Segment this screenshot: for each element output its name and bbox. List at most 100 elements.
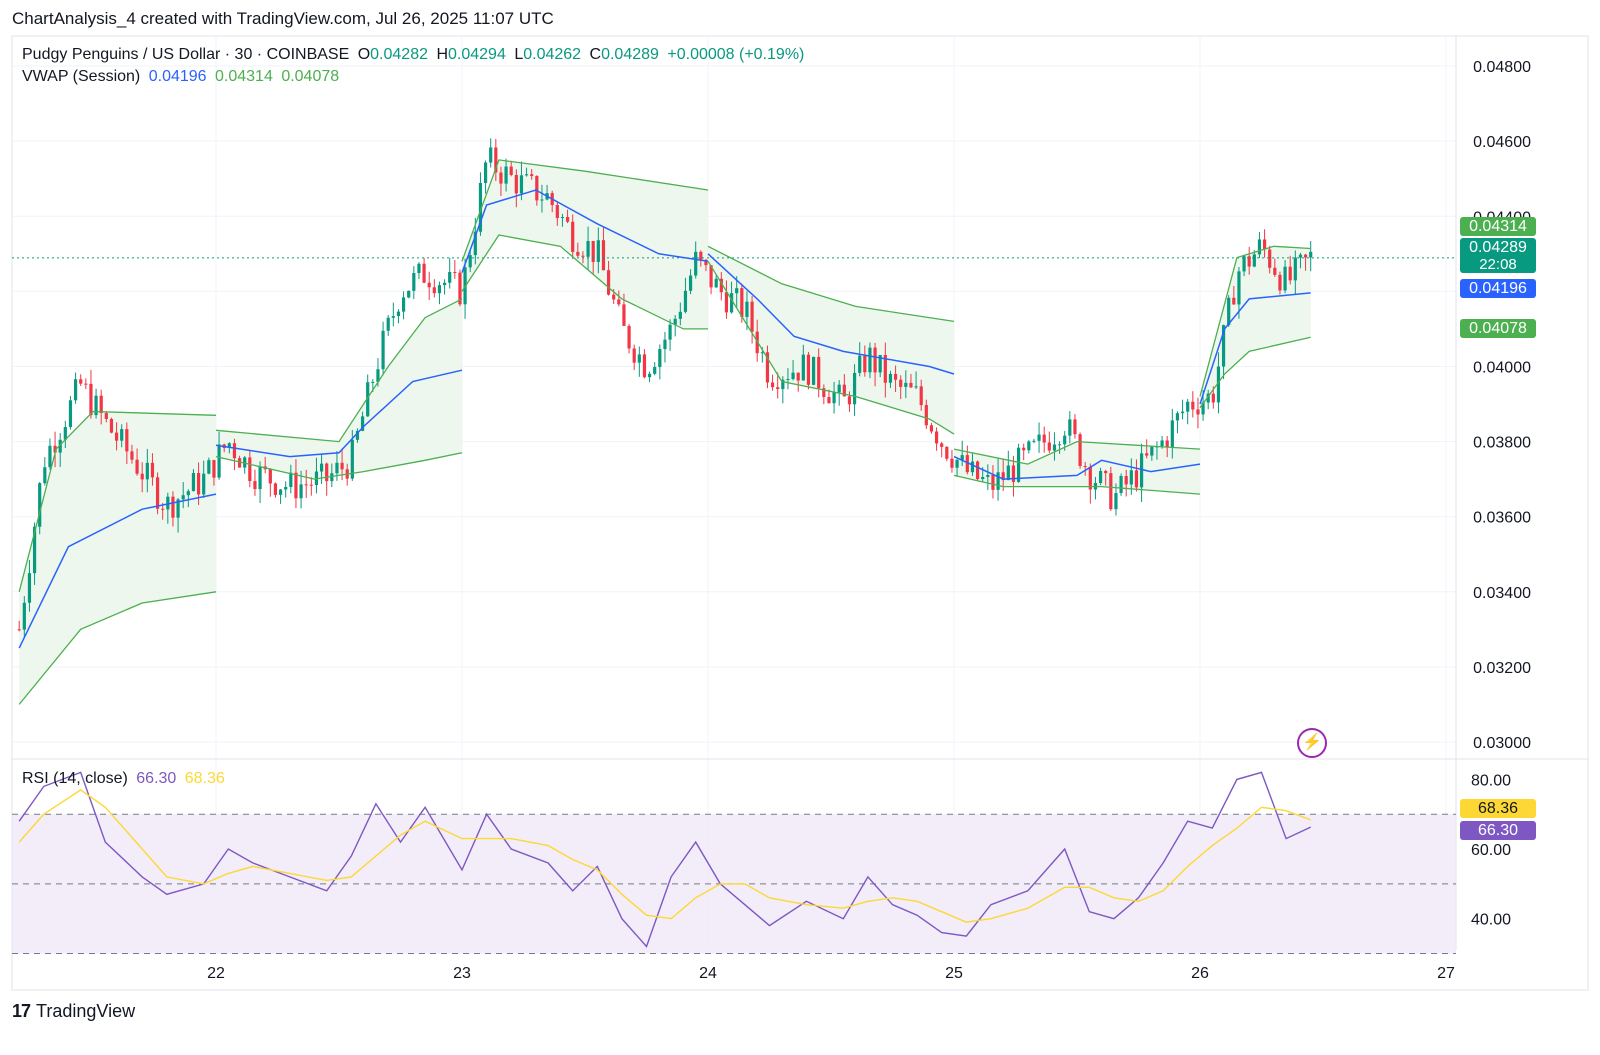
vwap-band-fill: [216, 298, 462, 480]
candle-body: [1201, 402, 1205, 415]
candle-body: [191, 473, 196, 492]
candle-body: [781, 379, 785, 390]
candle-body: [202, 473, 206, 495]
candle-body: [109, 418, 114, 433]
candle-body: [68, 400, 73, 428]
candle-body: [27, 573, 32, 603]
candle-body: [1139, 453, 1144, 488]
candle-body: [196, 473, 201, 495]
candle-body: [145, 462, 149, 480]
vwap-lower-band: [707, 260, 955, 435]
candle-body: [73, 379, 78, 401]
price-tick-label: 0.03600: [1473, 510, 1531, 527]
candle-body: [729, 293, 734, 313]
candle-body: [1114, 493, 1118, 510]
vwap-lower-band: [461, 234, 708, 330]
time-tick-label: 27: [1437, 965, 1455, 982]
candle-body: [1129, 470, 1133, 485]
bar-countdown: 22:08: [1479, 256, 1517, 273]
candle-body: [801, 354, 805, 381]
candle-body: [945, 446, 949, 459]
candle-body: [555, 204, 559, 219]
candle-body: [63, 427, 67, 440]
candle-body: [1022, 447, 1026, 451]
candle-body: [1309, 251, 1313, 258]
candle-body: [970, 461, 975, 473]
candle-body: [278, 489, 283, 495]
open-value: 0.04282: [370, 46, 428, 63]
candle-body: [186, 491, 190, 496]
candle-body: [1180, 411, 1185, 414]
rsi-tick-label: 80.00: [1471, 772, 1511, 789]
candle-body: [540, 199, 544, 201]
candle-body: [1191, 401, 1195, 410]
candle-body: [673, 318, 677, 325]
candle-body: [473, 231, 477, 256]
candle-body: [401, 297, 406, 312]
candle-body: [750, 301, 754, 332]
candle-body: [258, 466, 262, 490]
candle-body: [294, 472, 298, 499]
vwap-legend[interactable]: VWAP (Session) 0.04196 0.04314 0.04078: [22, 68, 343, 86]
candle-body: [104, 413, 108, 419]
candle-body: [571, 221, 575, 252]
candle-body: [1298, 254, 1303, 258]
candle-body: [586, 240, 590, 257]
time-tick-label: 23: [453, 965, 471, 982]
price-tick-label: 0.03800: [1473, 435, 1531, 452]
candle-body: [647, 373, 652, 378]
lightning-icon[interactable]: ⚡: [1297, 728, 1327, 758]
candle-body: [319, 463, 324, 472]
candle-body: [1037, 434, 1041, 441]
candle-body: [22, 602, 26, 630]
candle-body: [811, 356, 816, 385]
candle-body: [1011, 465, 1016, 482]
rsi-lines: [18, 771, 1311, 948]
candle-body: [786, 378, 790, 380]
candle-body: [253, 481, 257, 490]
candle-body: [268, 469, 272, 484]
candle-body: [535, 176, 539, 201]
tradingview-logo[interactable]: 17 TradingView: [12, 1001, 135, 1022]
rsi-legend[interactable]: RSI (14, close) 66.30 68.36: [22, 770, 229, 788]
time-tick-label: 22: [207, 965, 225, 982]
vwap-lines: [18, 159, 1311, 705]
candle-body: [530, 174, 534, 177]
rsi-title: RSI (14, close): [22, 770, 128, 787]
candle-body: [858, 355, 862, 373]
candle-body: [668, 324, 672, 340]
vwap-upper-band: [215, 298, 463, 443]
candle-body: [842, 384, 846, 397]
candle-body: [1262, 239, 1267, 250]
vwap-line: [707, 253, 955, 375]
low-label: L: [514, 46, 524, 63]
vwap-band-fill: [954, 441, 1200, 495]
candle-body: [396, 311, 401, 317]
chart-canvas[interactable]: 0.048000.046000.044000.042000.040000.038…: [0, 0, 1600, 1000]
candle-body: [150, 462, 155, 478]
candle-body: [360, 416, 365, 431]
price-tick-label: 0.03000: [1473, 735, 1531, 752]
candle-body: [381, 330, 385, 370]
candle-body: [273, 483, 278, 495]
candle-body: [1063, 435, 1067, 445]
vwap-band-fill: [462, 159, 708, 329]
candle-body: [1242, 256, 1246, 272]
vwap-band-fill: [708, 246, 954, 435]
candle-body: [1196, 409, 1200, 415]
symbol-legend[interactable]: Pudgy Penguins / US Dollar · 30 · COINBA…: [22, 46, 808, 64]
candle-body: [1252, 254, 1256, 267]
candle-body: [873, 347, 877, 373]
candle-body: [504, 166, 508, 184]
tradingview-mark-icon: 17: [12, 1001, 31, 1021]
low-value: 0.04262: [523, 46, 582, 63]
candle-body: [1073, 419, 1077, 435]
candle-body: [1006, 465, 1010, 481]
candle-body: [929, 425, 934, 432]
candle-body: [155, 477, 160, 509]
candle-body: [1221, 325, 1226, 367]
close-label: C: [589, 46, 602, 63]
candle-body: [1170, 420, 1174, 448]
candle-body: [1001, 472, 1005, 481]
candle-body: [248, 457, 252, 482]
